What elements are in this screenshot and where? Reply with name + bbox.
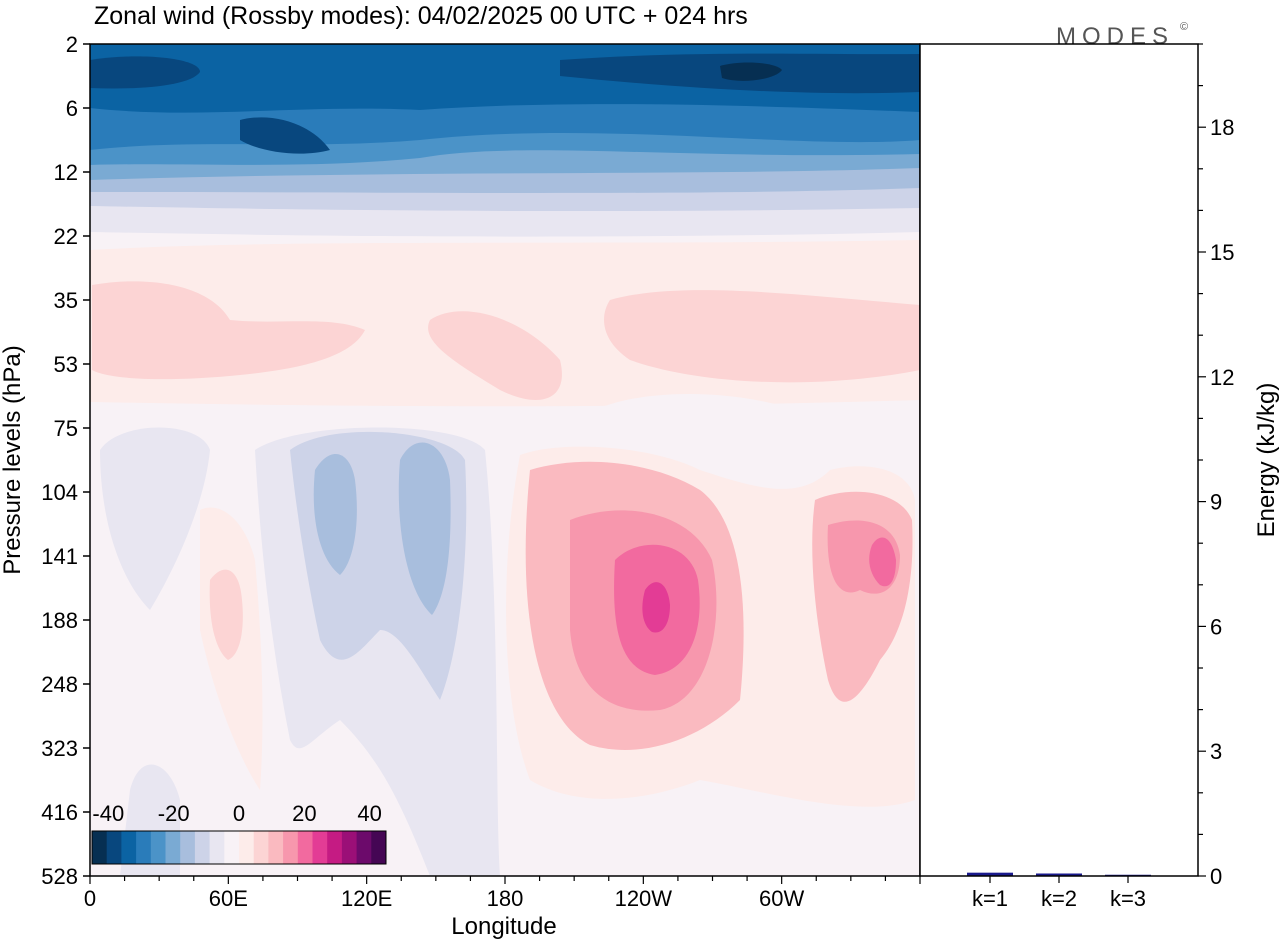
wavenumber-tick-label: k=2	[1041, 886, 1077, 911]
colorbar-swatch	[136, 831, 152, 864]
colorbar-swatch	[312, 831, 328, 864]
energy-tick-label: 3	[1210, 739, 1222, 764]
colorbar-swatch	[268, 831, 284, 864]
x-tick-label: 120W	[615, 886, 673, 911]
x-tick-label: 0	[84, 886, 96, 911]
y-tick-label: 104	[41, 480, 78, 505]
colorbar-swatch	[371, 831, 387, 864]
colorbar-tick-label: -20	[158, 801, 190, 826]
heatmap-field	[90, 44, 920, 876]
y-tick-label: 248	[41, 672, 78, 697]
y-axis-label: Pressure levels (hPa)	[0, 345, 26, 574]
colorbar-swatch	[180, 831, 196, 864]
chart-title: Zonal wind (Rossby modes): 04/02/2025 00…	[94, 2, 748, 30]
colorbar-swatch	[356, 831, 372, 864]
x-tick-label: 60W	[759, 886, 804, 911]
x-tick-label: 120E	[341, 886, 392, 911]
y-tick-label: 323	[41, 736, 78, 761]
y-tick-label: 35	[54, 288, 78, 313]
energy-panel: 0 3 6 9 12 15 18 k=1 k=2 k=3 Energy (kJ/kg)	[919, 43, 1280, 911]
colorbar-swatch	[297, 831, 313, 864]
colorbar-swatch	[92, 831, 108, 864]
y-tick-label: 528	[41, 864, 78, 889]
colorbar-swatch	[253, 831, 269, 864]
longitude-axis: 0 60E 120E 180 120W 60W	[84, 876, 921, 911]
x-tick-label: 180	[487, 886, 524, 911]
y-tick-label: 416	[41, 800, 78, 825]
energy-background	[920, 44, 1198, 876]
colorbar-swatch	[224, 831, 240, 864]
colorbar-tick-label: 0	[233, 801, 245, 826]
y-tick-label: 6	[66, 96, 78, 121]
logo-copyright-mark: ©	[1180, 21, 1188, 33]
colorbar-swatch	[194, 831, 211, 864]
colorbar-ticks: -40 -20 0 20 40	[92, 801, 381, 826]
y-tick-label: 22	[54, 224, 78, 249]
colorbar-tick-label: 40	[357, 801, 381, 826]
x-axis-label: Longitude	[451, 913, 556, 940]
colorbar-tick-label: 20	[292, 801, 316, 826]
colorbar-swatch	[239, 831, 255, 864]
energy-tick-label: 9	[1210, 490, 1222, 515]
energy-tick-label: 15	[1210, 240, 1234, 265]
energy-tick-label: 18	[1210, 115, 1234, 140]
colorbar-tick-label: -40	[92, 801, 124, 826]
wavenumber-tick-label: k=1	[972, 886, 1008, 911]
x-tick-label: 60E	[209, 886, 248, 911]
y-tick-label: 75	[54, 416, 78, 441]
y-tick-label: 188	[41, 608, 78, 633]
pressure-axis: 2 6 12 22 35 53 75 104 141 188 248 323 416 528	[41, 32, 90, 889]
energy-axis-label: Energy (kJ/kg)	[1253, 383, 1280, 538]
stratosphere-easterly-bands	[90, 44, 920, 237]
colorbar-swatch	[327, 831, 343, 864]
upper-westerly-band	[90, 240, 920, 407]
troposphere-westerly-jet	[200, 446, 915, 807]
colorbar-frame	[91, 830, 387, 865]
colorbar-swatch	[283, 831, 299, 864]
y-tick-label: 12	[54, 160, 78, 185]
wavenumber-tick-label: k=3	[1110, 886, 1146, 911]
colorbar-swatch	[121, 831, 137, 864]
energy-axis: 0 3 6 9 12 15 18	[1198, 43, 1234, 889]
energy-bar	[967, 872, 1013, 876]
energy-tick-label: 12	[1210, 365, 1234, 390]
colorbar-swatches	[92, 831, 387, 864]
colorbar-swatch	[209, 831, 225, 864]
energy-tick-label: 6	[1210, 614, 1222, 639]
colorbar-swatch	[165, 831, 181, 864]
colorbar: -40 -20 0 20 40	[91, 801, 387, 865]
energy-tick-label: 0	[1210, 864, 1222, 889]
y-tick-label: 53	[54, 352, 78, 377]
colorbar-swatch	[106, 831, 122, 864]
y-tick-label: 2	[66, 32, 78, 57]
y-tick-label: 141	[41, 544, 78, 569]
heatmap-panel: 2 6 12 22 35 53 75 104 141 188 248 323 416 528 0 60E 12…	[0, 32, 921, 940]
energy-bar	[1036, 873, 1082, 876]
wavenumber-axis: k=1 k=2 k=3	[972, 876, 1146, 911]
colorbar-swatch	[150, 831, 166, 864]
colorbar-swatch	[341, 831, 358, 864]
